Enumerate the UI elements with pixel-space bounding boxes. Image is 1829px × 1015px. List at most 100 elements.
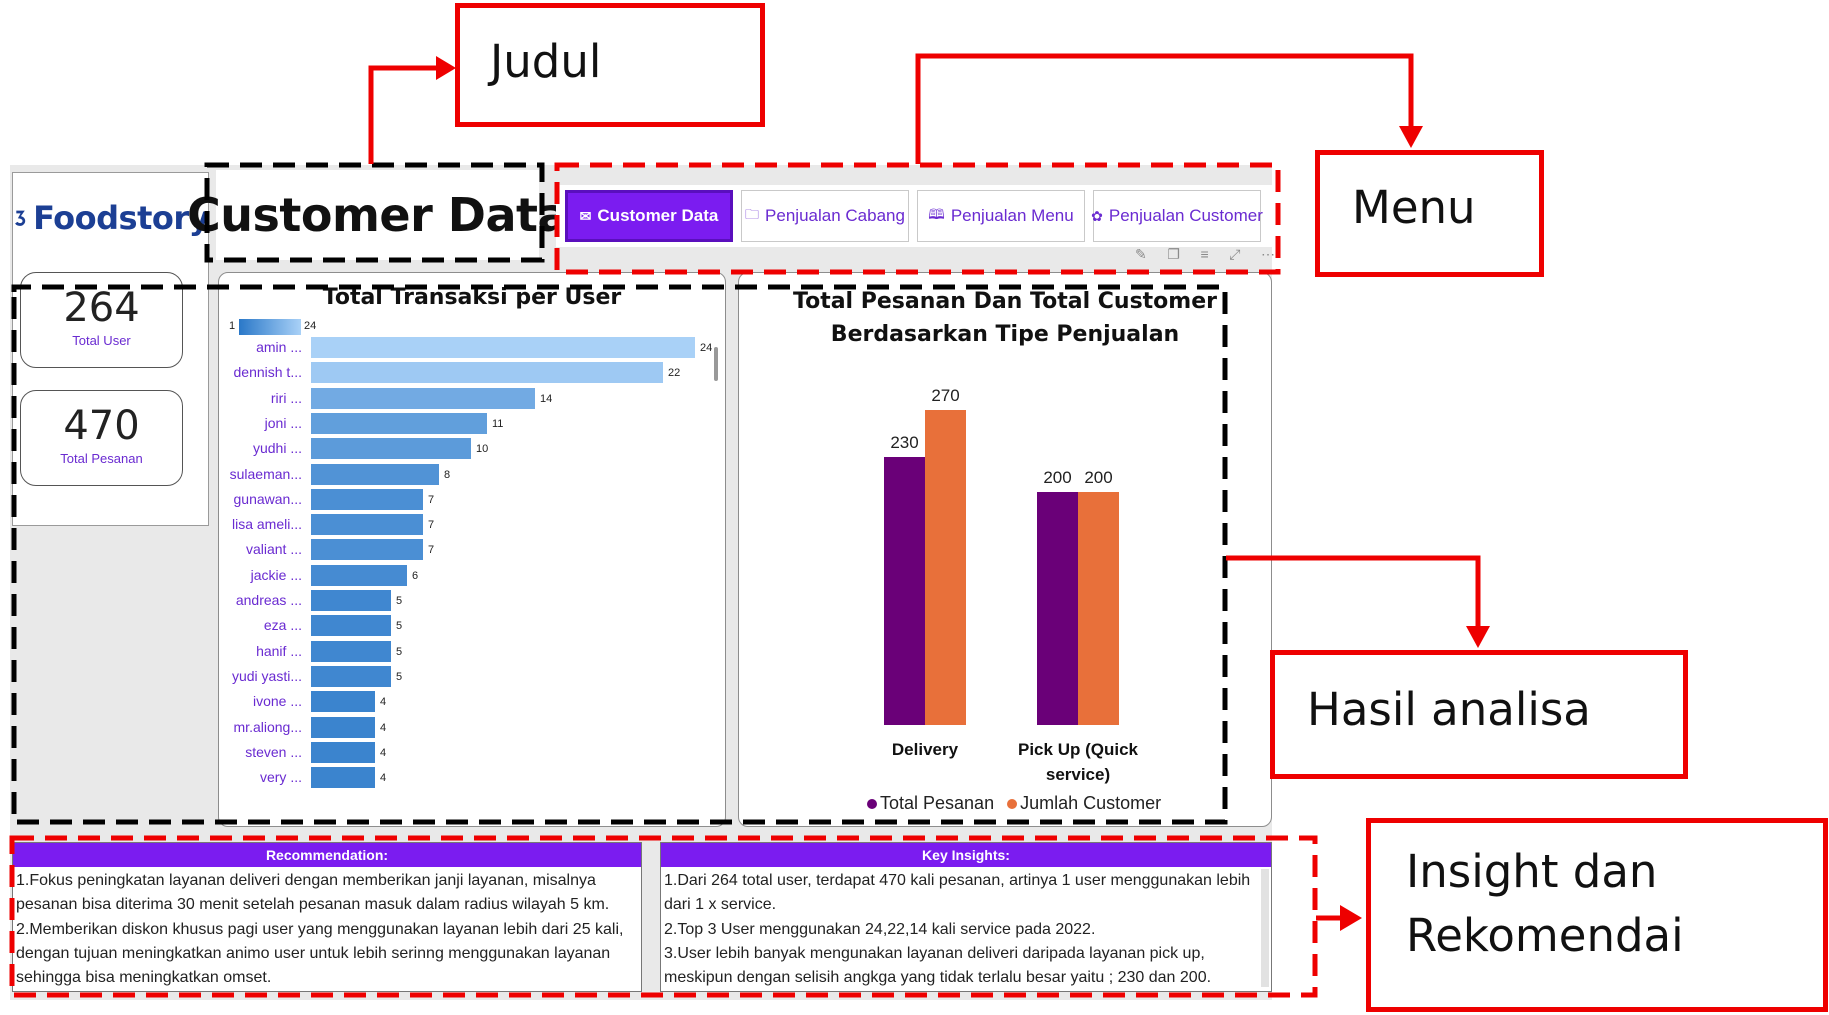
filter-icon[interactable]: ≡ bbox=[1200, 246, 1209, 262]
chart-title: Total Pesanan Dan Total Customer Berdasa… bbox=[793, 289, 1217, 347]
gift-icon: ✿ bbox=[1091, 207, 1103, 224]
key-insight-line: 3.User lebih banyak mengunakan layanan d… bbox=[664, 945, 1205, 962]
bar-label: amin ... bbox=[256, 339, 302, 355]
color-scale-bar bbox=[239, 319, 301, 335]
bar bbox=[311, 337, 695, 358]
tab-penjualan-customer[interactable]: ✿ Penjualan Customer bbox=[1091, 190, 1263, 242]
copy-icon[interactable]: ❐ bbox=[1167, 246, 1180, 262]
bar bbox=[311, 665, 391, 687]
bar-value: 11 bbox=[492, 417, 504, 430]
legend-label: Total Pesanan bbox=[880, 793, 995, 813]
tab-penjualan-cabang[interactable]: 🗀 Penjualan Cabang bbox=[741, 190, 909, 242]
key-insights-box: Key Insights: 1.Dari 264 total user, ter… bbox=[660, 842, 1272, 992]
focus-mode-icon[interactable]: ⤢ bbox=[1229, 246, 1241, 262]
bar-label: dennish t... bbox=[233, 364, 303, 381]
kpi-label: Total User bbox=[72, 333, 131, 348]
tab-label: Penjualan Customer bbox=[1108, 206, 1263, 225]
column-bar bbox=[884, 456, 925, 725]
bar-label: sulaeman... bbox=[229, 465, 302, 482]
bar-value: 14 bbox=[540, 392, 553, 405]
bar-value: 7 bbox=[428, 544, 435, 557]
arrow-hasil bbox=[1226, 555, 1481, 630]
bar bbox=[311, 539, 423, 561]
bar bbox=[311, 438, 471, 460]
bar-label: yudhi ... bbox=[252, 440, 302, 457]
legend-max-label: 24 bbox=[304, 320, 317, 332]
chart-pesanan-customer: Total Pesanan Dan Total Customer Berdasa… bbox=[738, 272, 1272, 827]
bar bbox=[311, 640, 391, 662]
bar-label: riri ... bbox=[270, 389, 302, 406]
column-value: 200 bbox=[1043, 467, 1072, 487]
tab-customer-data[interactable]: ✉ Customer Data bbox=[565, 190, 733, 242]
legend-dot-total-pesanan bbox=[867, 799, 877, 809]
bar-label: valiant ... bbox=[245, 541, 302, 558]
recommendation-box: Recommendation: 1.Fokus peningkatan laya… bbox=[12, 842, 642, 992]
bar bbox=[311, 716, 375, 738]
recommendation-header: Recommendation: bbox=[13, 843, 641, 867]
arrow-judul bbox=[368, 65, 440, 164]
annotation-judul: Judul bbox=[455, 3, 765, 127]
bar bbox=[311, 615, 391, 637]
annotation-label: Insight dan bbox=[1406, 845, 1658, 898]
bar bbox=[311, 387, 535, 409]
bar-value: 4 bbox=[380, 721, 387, 734]
bar-value: 4 bbox=[380, 772, 387, 785]
bar-label: andreas ... bbox=[235, 592, 302, 608]
logo: Foodstory bbox=[14, 190, 209, 245]
bar bbox=[311, 564, 407, 586]
logo-text: Foodstory bbox=[33, 198, 209, 237]
chart-scrollbar[interactable] bbox=[714, 347, 718, 381]
tab-label: Customer Data bbox=[597, 206, 719, 225]
annotation-label: Judul bbox=[490, 35, 602, 88]
bar bbox=[311, 514, 423, 536]
bar bbox=[311, 691, 375, 713]
column-bar bbox=[1037, 491, 1078, 725]
menu-bar: ✉ Customer Data 🗀 Penjualan Cabang 🕮 Pen… bbox=[556, 185, 1276, 247]
annotation-label: Menu bbox=[1352, 181, 1476, 234]
bar bbox=[311, 767, 375, 789]
tab-penjualan-menu[interactable]: 🕮 Penjualan Menu bbox=[917, 190, 1085, 242]
bar-label: mr.aliong... bbox=[233, 718, 302, 735]
page-title-box: Customer Data bbox=[187, 170, 569, 260]
bar-label: hanif ... bbox=[256, 642, 302, 659]
bar-value: 4 bbox=[380, 746, 387, 759]
chart-total-transaksi: Total Transaksi per User 1 24 amin ... 24 d… bbox=[218, 272, 726, 827]
bar-value: 7 bbox=[428, 519, 435, 532]
bar bbox=[311, 590, 391, 611]
legend-min-label: 1 bbox=[229, 320, 236, 332]
visual-toolbar: ✎ ❐ ≡ ⤢ ⋯ bbox=[1135, 246, 1275, 268]
bar-label: gunawan... bbox=[233, 490, 303, 507]
bar-value: 10 bbox=[476, 443, 489, 456]
bar-value: 5 bbox=[396, 620, 403, 633]
key-insights-scrollbar[interactable] bbox=[1261, 869, 1269, 987]
bar-label: lisa ameli... bbox=[231, 516, 302, 533]
key-insight-line: dari 1 x service. bbox=[664, 896, 777, 913]
more-options-icon[interactable]: ⋯ bbox=[1260, 246, 1275, 262]
book-icon: 🕮 bbox=[928, 206, 945, 222]
recommendation-line: sehingga bisa meningkatkan omset. bbox=[16, 969, 272, 986]
bar bbox=[311, 412, 487, 434]
bar-value: 8 bbox=[444, 468, 451, 481]
pin-icon[interactable]: ✎ bbox=[1135, 246, 1147, 262]
key-insight-line: 2.Top 3 User menggunakan 24,22,14 kali s… bbox=[664, 921, 1096, 938]
key-insight-line: 1.Dari 264 total user, terdapat 470 kali… bbox=[664, 872, 1251, 889]
recommendation-line: dengan tujuan meningkatkan animo user un… bbox=[16, 945, 611, 962]
arrowhead-insight bbox=[1340, 905, 1362, 931]
key-insight-line: meskipun dengan selisih angkga yang tida… bbox=[664, 969, 1212, 986]
kpi-total-pesanan: 470 Total Pesanan bbox=[20, 390, 183, 486]
bar-value: 5 bbox=[396, 595, 403, 607]
menu-highlight bbox=[554, 162, 1281, 275]
bar-value: 24 bbox=[700, 342, 713, 354]
bar-label: joni ... bbox=[264, 414, 302, 431]
bar-label: very ... bbox=[259, 769, 302, 786]
analysis-highlight bbox=[11, 284, 1228, 825]
tab-label: Penjualan Menu bbox=[950, 206, 1074, 225]
bar-label: ivone ... bbox=[252, 693, 302, 710]
bar-value: 7 bbox=[428, 493, 435, 506]
column-bar bbox=[1078, 491, 1119, 725]
page-title: Customer Data bbox=[186, 188, 569, 242]
column-bar bbox=[925, 410, 966, 725]
envelope-icon: ✉ bbox=[579, 207, 592, 224]
annotation-menu: Menu bbox=[1315, 150, 1544, 277]
